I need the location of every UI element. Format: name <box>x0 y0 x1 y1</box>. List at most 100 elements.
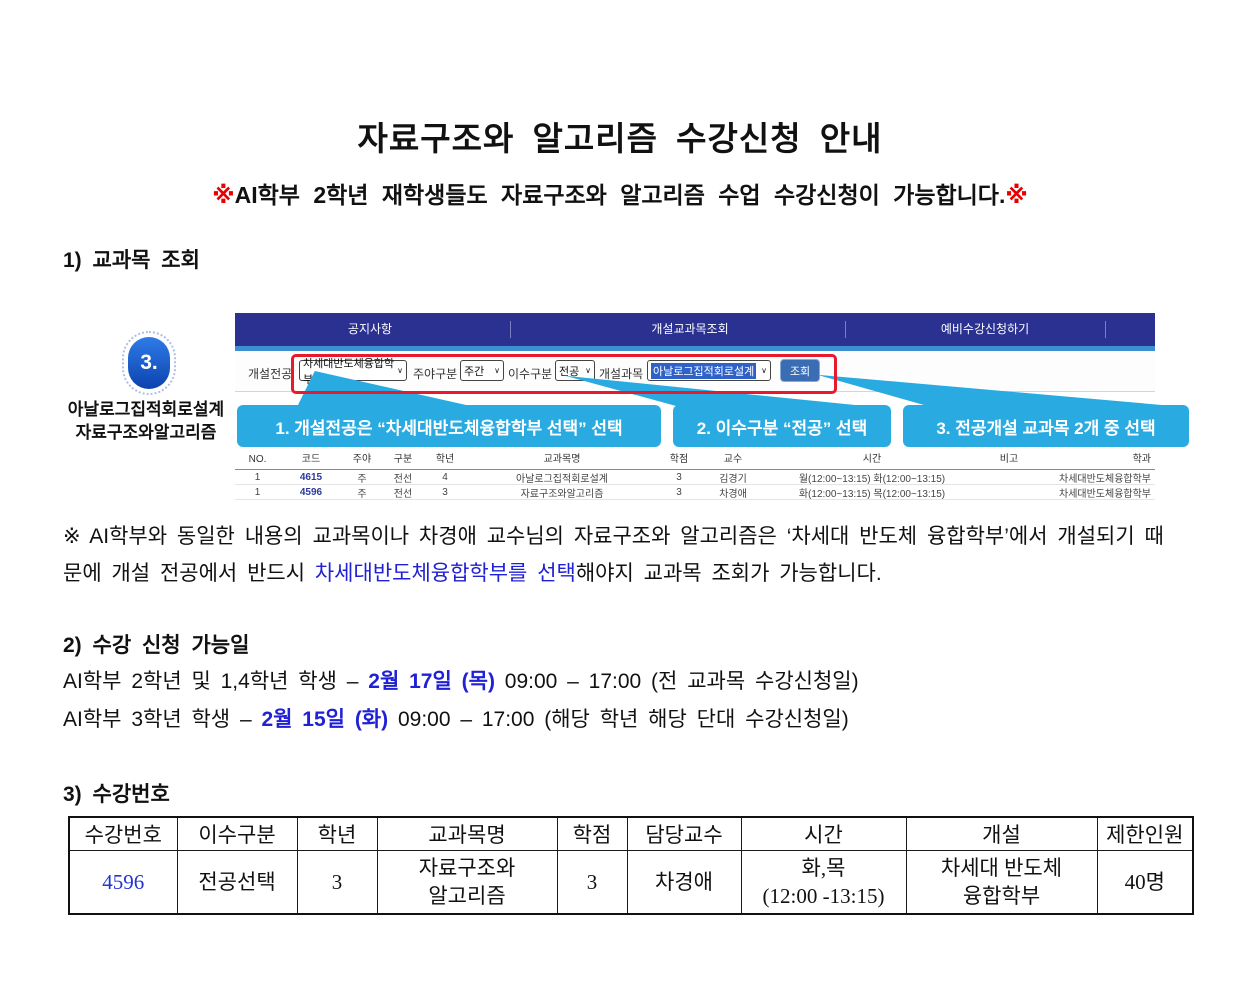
schedule2-prefix: AI학부 3학년 학생 – <box>63 708 262 731</box>
subtitle-mark-right: ※ <box>1005 182 1028 208</box>
subtitle-text: AI학부 2학년 재학생들도 자료구조와 알고리즘 수업 수강신청이 가능합니다… <box>234 182 1006 208</box>
col-year: 학년 <box>435 454 455 465</box>
caption-line2: 자료구조와알고리즘 <box>75 422 217 442</box>
th-course-number: 수강번호 <box>68 816 178 851</box>
navbar-accent-strip <box>235 346 1155 351</box>
schedule-line-1: AI학부 2학년 및 1,4학년 학생 – 2월 17일 (목) 09:00 –… <box>63 665 1163 695</box>
course-type-select[interactable]: 전공 ∨ <box>555 360 595 381</box>
cell-code-link[interactable]: 4615 <box>299 471 323 483</box>
col-type: 구분 <box>393 454 413 465</box>
callout-row: 1. 개설전공은 “차세대반도체융합학부 선택” 선택 2. 이수구분 “전공”… <box>237 405 1189 447</box>
tab-notice[interactable]: 공지사항 <box>347 322 393 336</box>
subtitle-mark-left: ※ <box>212 182 235 208</box>
result-row: 1 4596 주 전선 3 자료구조와알고리즘 3 차경애 화(12:00~13… <box>235 485 1155 500</box>
tab-pre-registration[interactable]: 예비수강신청하기 <box>940 322 1030 336</box>
cell-code-link[interactable]: 4596 <box>299 486 323 498</box>
tab-course-search[interactable]: 개설교과목조회 <box>651 322 729 336</box>
portal-navbar: 공지사항 개설교과목조회 예비수강신청하기 <box>235 313 1155 346</box>
col-credit: 학점 <box>669 454 689 465</box>
note-prefix: ※ AI학부와 동일한 내용의 교과목이나 차경애 교수님의 자료구조와 알고리… <box>63 525 1164 586</box>
page-title: 자료구조와 알고리즘 수강신청 안내 <box>357 120 883 157</box>
th-department: 개설 <box>905 816 1098 851</box>
td-department: 차세대 반도체 융합학부 <box>905 850 1098 915</box>
col-department: 학과 <box>1132 454 1151 465</box>
subject-select[interactable]: 아날로그집적회로설계 ∨ <box>647 360 771 381</box>
cell-department: 차세대반도체융합학부 <box>1059 473 1151 485</box>
cell-time: 월(12:00~13:15) 화(12:00~13:15) <box>798 473 946 485</box>
course-type-filter-label: 이수구분 <box>508 367 553 381</box>
search-button[interactable]: 조회 <box>780 359 820 382</box>
major-select-value: 차세대반도체융합학부 <box>303 357 395 386</box>
cell-daynight: 주 <box>357 488 367 500</box>
navbar-divider <box>510 321 511 338</box>
td-professor: 차경애 <box>626 850 742 915</box>
cell-credit: 3 <box>676 471 682 483</box>
schedule2-suffix: 09:00 – 17:00 (해당 학년 해당 단대 수강신청일) <box>388 708 849 731</box>
course-type-select-value: 전공 <box>559 365 580 378</box>
course-number-table: 수강번호 이수구분 학년 교과목명 학점 담당교수 시간 개설 제한인원 459… <box>68 816 1194 915</box>
chevron-down-icon: ∨ <box>397 366 403 375</box>
chevron-down-icon: ∨ <box>494 366 500 375</box>
major-filter-label: 개설전공 <box>248 367 293 381</box>
th-course-type: 이수구분 <box>176 816 298 851</box>
course-table-header: 수강번호 이수구분 학년 교과목명 학점 담당교수 시간 개설 제한인원 <box>68 816 1194 851</box>
course-names-caption: 아날로그집적회로설계 자료구조와알고리즘 <box>55 399 237 445</box>
note-paragraph: ※ AI학부와 동일한 내용의 교과목이나 차경애 교수님의 자료구조와 알고리… <box>63 518 1183 593</box>
schedule2-date: 2월 15일 (화) <box>261 708 389 731</box>
td-course-type: 전공선택 <box>176 850 298 915</box>
schedule1-date: 2월 17일 (목) <box>368 670 495 693</box>
td-time: 화,목 (12:00 -13:15) <box>740 850 907 915</box>
cell-department: 차세대반도체융합학부 <box>1059 488 1151 500</box>
cell-no: 1 <box>254 471 261 483</box>
cell-course: 아날로그집적회로설계 <box>516 473 608 485</box>
schedule-line-2: AI학부 3학년 학생 – 2월 15일 (화) 09:00 – 17:00 (… <box>63 703 1163 733</box>
callout-step3: 3. 전공개설 교과목 2개 중 선택 <box>903 405 1189 447</box>
td-course-number: 4596 <box>68 850 178 915</box>
th-time: 시간 <box>740 816 907 851</box>
cell-professor: 차경애 <box>719 488 747 500</box>
th-professor: 담당교수 <box>626 816 742 851</box>
portal-screenshot: 공지사항 개설교과목조회 예비수강신청하기 개설전공 차세대반도체융합학부 ∨ … <box>235 313 1189 503</box>
col-no: NO. <box>248 454 267 465</box>
col-remark: 비고 <box>999 454 1019 465</box>
result-row: 1 4615 주 전선 4 아날로그집적회로설계 3 김경기 월(12:00~1… <box>235 470 1155 485</box>
cell-daynight: 주 <box>357 473 367 485</box>
col-time: 시간 <box>862 454 882 465</box>
cell-year: 3 <box>442 486 448 498</box>
daynight-filter-label: 주야구분 <box>413 367 458 381</box>
callout-step1: 1. 개설전공은 “차세대반도체융합학부 선택” 선택 <box>237 405 661 447</box>
cell-type: 전선 <box>393 473 413 485</box>
section1-heading: 1) 교과목 조회 <box>63 249 200 272</box>
navbar-divider <box>845 321 846 338</box>
cell-time: 화(12:00~13:15) 목(12:00~13:15) <box>798 488 946 500</box>
cell-credit: 3 <box>676 486 682 498</box>
th-credit: 학점 <box>556 816 628 851</box>
col-course: 교과목명 <box>543 454 581 465</box>
schedule1-prefix: AI학부 2학년 및 1,4학년 학생 – <box>63 670 369 693</box>
th-limit: 제한인원 <box>1096 816 1194 851</box>
section2-heading: 2) 수강 신청 가능일 <box>63 634 250 657</box>
daynight-select-value: 주간 <box>464 365 485 378</box>
cell-no: 1 <box>254 486 261 498</box>
page-subtitle: ※AI학부 2학년 재학생들도 자료구조와 알고리즘 수업 수강신청이 가능합니… <box>0 176 1240 210</box>
schedule1-suffix: 09:00 – 17:00 (전 교과목 수강신청일) <box>494 670 859 693</box>
td-limit: 40명 <box>1096 850 1194 915</box>
results-header-row: NO. 코드 주야 구분 학년 교과목명 학점 교수 시간 비고 학과 <box>235 443 1155 470</box>
cell-type: 전선 <box>393 488 413 500</box>
cell-course: 자료구조와알고리즘 <box>520 488 604 500</box>
cell-professor: 김경기 <box>719 473 747 485</box>
note-suffix: 해야지 교과목 조회가 가능합니다. <box>575 562 882 586</box>
chevron-down-icon: ∨ <box>761 366 767 375</box>
daynight-select[interactable]: 주간 ∨ <box>460 360 504 381</box>
col-professor: 교수 <box>723 454 743 465</box>
th-course-name: 교과목명 <box>376 816 558 851</box>
th-year: 학년 <box>296 816 378 851</box>
col-code: 코드 <box>301 454 321 465</box>
col-daynight: 주야 <box>352 454 372 465</box>
callout-step2: 2. 이수구분 “전공” 선택 <box>673 405 891 447</box>
navbar-divider <box>1105 321 1106 338</box>
td-course-name: 자료구조와 알고리즘 <box>376 850 558 915</box>
cell-year: 4 <box>442 471 448 483</box>
td-credit: 3 <box>556 850 628 915</box>
